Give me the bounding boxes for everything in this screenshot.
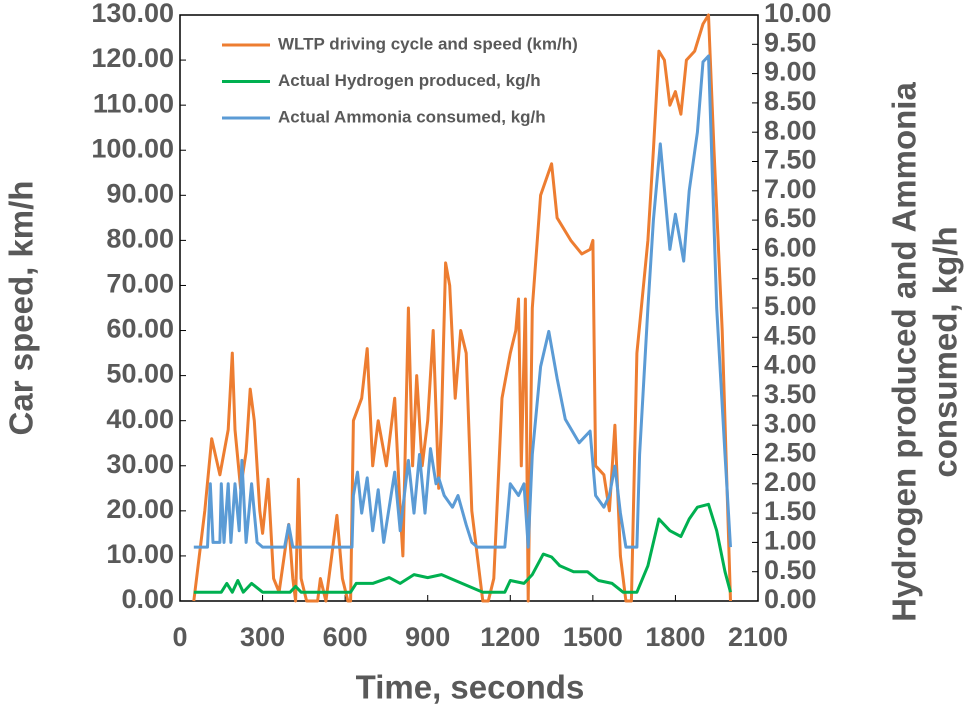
y2-tick-label: 4.50 bbox=[764, 320, 817, 350]
y2-tick-label: 7.50 bbox=[764, 145, 817, 175]
x-tick-label: 300 bbox=[240, 622, 285, 652]
y2-tick-label: 0.00 bbox=[764, 584, 817, 614]
y2-tick-label: 8.50 bbox=[764, 86, 817, 116]
y2-tick-label: 9.00 bbox=[764, 57, 817, 87]
y-tick-label: 80.00 bbox=[106, 224, 174, 254]
x-tick-label: 1200 bbox=[480, 622, 540, 652]
legend-text: WLTP driving cycle and speed (km/h) bbox=[278, 34, 578, 53]
y-tick-label: 130.00 bbox=[91, 0, 174, 28]
y-tick-label: 60.00 bbox=[106, 314, 174, 344]
x-tick-label: 600 bbox=[323, 622, 368, 652]
x-tick-label: 1800 bbox=[645, 622, 705, 652]
y-tick-label: 10.00 bbox=[106, 539, 174, 569]
legend-text: Actual Ammonia consumed, kg/h bbox=[278, 107, 546, 126]
y-axis-title: Car speed, km/h bbox=[3, 181, 40, 436]
y-tick-label: 90.00 bbox=[106, 178, 174, 208]
x-tick-label: 1500 bbox=[563, 622, 623, 652]
y-tick-label: 100.00 bbox=[91, 133, 174, 163]
y2-tick-label: 1.50 bbox=[764, 496, 817, 526]
series-line bbox=[193, 54, 732, 549]
y2-axis-title: Hydrogen produced and Ammonia bbox=[886, 82, 923, 622]
x-tick-label: 900 bbox=[405, 622, 450, 652]
series-line bbox=[192, 13, 732, 603]
y-tick-label: 110.00 bbox=[93, 88, 174, 118]
y2-tick-label: 10.00 bbox=[764, 0, 832, 28]
x-tick-label: 2100 bbox=[728, 622, 788, 652]
y2-tick-label: 6.50 bbox=[764, 203, 817, 233]
y2-tick-label: 4.00 bbox=[764, 350, 817, 380]
y-tick-label: 120.00 bbox=[91, 43, 174, 73]
y2-tick-label: 7.00 bbox=[764, 174, 817, 204]
y2-tick-label: 1.00 bbox=[764, 526, 817, 556]
y-tick-label: 0.00 bbox=[121, 584, 174, 614]
y-tick-label: 50.00 bbox=[106, 359, 174, 389]
y-tick-label: 40.00 bbox=[106, 404, 174, 434]
y2-tick-label: 0.50 bbox=[764, 555, 817, 585]
y2-axis-title: consumed, kg/h bbox=[927, 226, 964, 477]
y-tick-label: 30.00 bbox=[106, 449, 174, 479]
x-tick-label: 0 bbox=[172, 622, 187, 652]
y2-tick-label: 5.00 bbox=[764, 291, 817, 321]
series-line bbox=[193, 502, 732, 594]
y2-tick-label: 9.50 bbox=[764, 27, 817, 57]
y2-tick-label: 8.00 bbox=[764, 115, 817, 145]
y2-tick-label: 2.50 bbox=[764, 438, 817, 468]
legend-text: Actual Hydrogen produced, kg/h bbox=[278, 71, 541, 90]
y2-tick-label: 5.50 bbox=[764, 262, 817, 292]
y2-tick-label: 3.50 bbox=[764, 379, 817, 409]
y2-tick-label: 6.00 bbox=[764, 233, 817, 263]
y2-tick-label: 2.00 bbox=[764, 467, 817, 497]
y2-tick-label: 3.00 bbox=[764, 408, 817, 438]
y-tick-label: 70.00 bbox=[106, 269, 174, 299]
x-axis-title: Time, seconds bbox=[356, 669, 585, 706]
y-tick-label: 20.00 bbox=[106, 494, 174, 524]
